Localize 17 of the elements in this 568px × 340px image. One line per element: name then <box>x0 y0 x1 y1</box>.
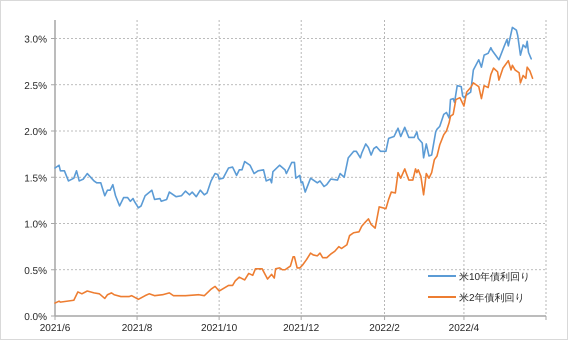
line-series <box>54 60 534 304</box>
x-tick-label: 2021/6 <box>40 323 71 334</box>
legend-label: 米10年債利回り <box>459 271 530 283</box>
y-tick-label: 3.0% <box>24 34 48 46</box>
y-tick-label: 2.5% <box>24 80 48 92</box>
x-tick-label: 2021/12 <box>283 323 320 334</box>
y-tick-label: 1.5% <box>24 173 48 184</box>
x-tick-label: 2021/10 <box>201 323 238 334</box>
y-tick-label: 1.0% <box>24 220 48 230</box>
y-tick-label: 2.0% <box>24 127 48 138</box>
x-tick-label: 2021/8 <box>122 323 153 334</box>
x-tick-label: 2022/2 <box>369 323 400 334</box>
x-tick-label: 2022/4 <box>448 323 480 334</box>
y-tick-label: 0.0% <box>24 312 48 323</box>
line-series <box>54 26 532 209</box>
legend-label: 米2年債利回り <box>459 292 525 304</box>
y-tick-label: 0.5% <box>24 266 48 277</box>
